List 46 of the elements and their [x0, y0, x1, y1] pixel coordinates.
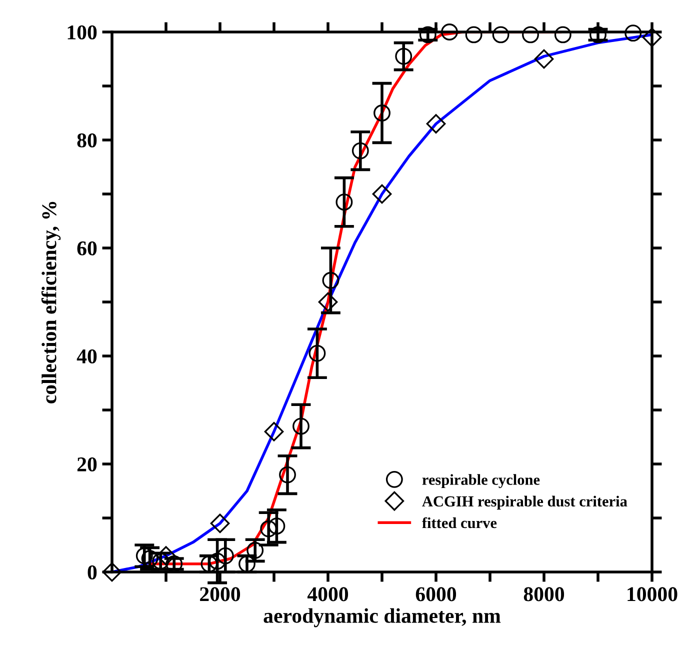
- legend-label: ACGIH respirable dust criteria: [422, 496, 628, 510]
- y-tick-label: 40: [76, 349, 97, 364]
- point: [492, 26, 510, 44]
- x-tick-label: 4000: [307, 587, 348, 602]
- x-axis-title: aerodynamic diameter, nm: [264, 608, 501, 628]
- point: [260, 520, 278, 538]
- point: [642, 28, 662, 48]
- point: [268, 518, 286, 535]
- point: [554, 26, 572, 44]
- point: [419, 26, 436, 44]
- y-tick-label: 20: [77, 457, 97, 472]
- point: [156, 546, 176, 566]
- point: [426, 114, 446, 134]
- legend-label: fitted curve: [422, 517, 497, 528]
- legend-label: respirable cyclone: [422, 474, 540, 488]
- x-tick-label: 6000: [416, 587, 456, 602]
- x-tick-label: 8000: [524, 587, 564, 602]
- point: [308, 344, 326, 362]
- point: [279, 466, 296, 484]
- x-tick-label: 10000: [628, 587, 678, 602]
- point: [372, 184, 392, 204]
- point: [210, 514, 230, 534]
- point: [522, 26, 539, 44]
- point: [322, 272, 340, 289]
- y-tick-label: 0: [88, 565, 97, 580]
- point: [318, 292, 338, 312]
- point: [465, 26, 482, 44]
- point: [441, 24, 458, 40]
- y-axis-title: collection efficiency, %: [41, 202, 61, 404]
- point: [624, 24, 642, 42]
- x-tick-label: 2000: [200, 587, 240, 602]
- point: [136, 547, 153, 564]
- point: [102, 562, 122, 582]
- y-tick-label: 60: [77, 241, 97, 256]
- point: [395, 48, 412, 65]
- point: [590, 26, 606, 44]
- point: [534, 49, 554, 69]
- y-tick-label: 100: [68, 25, 97, 40]
- point: [292, 418, 310, 435]
- point: [216, 547, 234, 564]
- point: [374, 104, 390, 122]
- point: [352, 142, 369, 160]
- point: [336, 194, 353, 211]
- point: [264, 422, 284, 442]
- y-tick-label: 80: [77, 133, 97, 148]
- point: [246, 542, 264, 559]
